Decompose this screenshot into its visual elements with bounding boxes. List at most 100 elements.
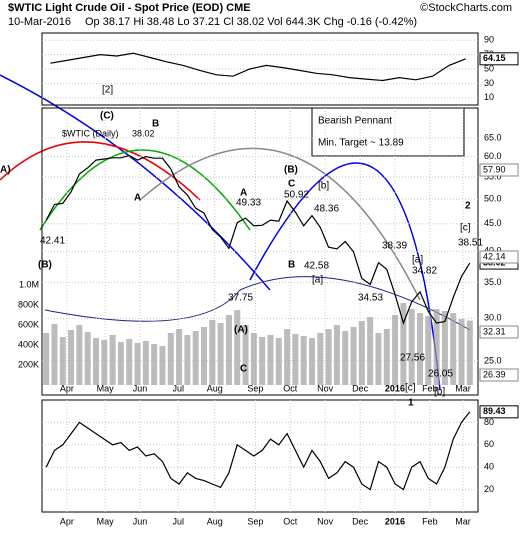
line-series: [45, 154, 471, 325]
annotation: 42.41: [40, 236, 65, 247]
volume-bar: [59, 337, 66, 385]
annotation: 37.75: [228, 293, 253, 304]
annotation: 2: [465, 201, 471, 212]
volume-bar: [101, 340, 108, 385]
volume-bar: [300, 336, 307, 385]
volume-bar: [350, 327, 357, 385]
x-tick-label: 2016: [385, 516, 405, 526]
volume-bar: [259, 337, 266, 385]
annotation: C: [288, 179, 295, 190]
volume-bar: [358, 321, 365, 385]
y-tick-label: 50.0: [484, 194, 502, 204]
y2-tick-label: 400K: [18, 339, 39, 349]
side-box: [479, 250, 519, 264]
y-tick-label: 30.0: [484, 313, 502, 323]
volume-bar: [400, 303, 407, 385]
x-tick-label: Nov: [317, 383, 334, 393]
volume-bar: [392, 315, 399, 385]
last-value-label: 89.43: [483, 406, 506, 416]
volume-bar: [325, 329, 332, 385]
volume-bar: [441, 311, 448, 385]
volume-bar: [317, 333, 324, 385]
volume-bar: [342, 331, 349, 385]
legend-value: 38.02: [132, 128, 155, 138]
volume-bar: [68, 330, 75, 385]
annotation: [b]: [318, 181, 329, 192]
volume-bar: [84, 332, 91, 385]
volume-bar: [250, 333, 257, 385]
volume-bar: [217, 323, 224, 385]
y-tick-label: 80: [484, 417, 494, 427]
volume-bar: [433, 309, 440, 385]
y-tick-label: 90: [484, 35, 494, 45]
volume-bar: [76, 325, 83, 385]
x-tick-label: 2016: [385, 383, 405, 393]
volume-bar: [425, 316, 432, 385]
volume-bar: [209, 320, 216, 385]
annotation: [2]: [102, 85, 113, 96]
volume-bar: [159, 346, 166, 385]
annotation: [a]: [312, 275, 323, 286]
x-tick-label: Dec: [352, 516, 369, 526]
volume-bar: [167, 333, 174, 385]
volume-bar: [142, 341, 149, 385]
volume-bar: [201, 327, 207, 385]
y-tick-label: 30: [484, 78, 494, 88]
y-tick-label: 35.0: [484, 277, 502, 287]
annotation: 50.92: [284, 190, 309, 201]
x-tick-label: Aug: [207, 516, 223, 526]
side-box: [479, 368, 519, 382]
value-box: [479, 52, 519, 66]
arc: [139, 147, 421, 301]
arc: [44, 276, 471, 331]
side-label: 32.31: [483, 326, 506, 336]
y2-tick-label: 1.0M: [19, 279, 39, 289]
annotation: C: [240, 364, 247, 375]
annotation: 1: [408, 398, 414, 409]
annotation: 34.82: [412, 266, 437, 277]
volume-bar: [466, 320, 473, 385]
x-tick-label: Feb: [422, 383, 438, 393]
volume-bar: [275, 338, 282, 385]
arc: [39, 149, 251, 231]
side-box: [479, 163, 519, 177]
volume-bar: [267, 335, 274, 385]
annotation: (A): [234, 325, 248, 336]
volume-bar: [367, 317, 374, 385]
x-tick-label: Jul: [172, 383, 184, 393]
volume-bar: [109, 335, 116, 385]
annotation: B: [288, 260, 295, 271]
y-tick-label: 50: [484, 63, 494, 73]
volume-bar: [151, 344, 158, 385]
volume-bar: [458, 319, 465, 385]
y2-tick-label: 200K: [18, 359, 39, 369]
volume-bar: [176, 329, 183, 385]
annotation-box: [311, 107, 465, 157]
arcs: [0, 74, 471, 391]
line-series: [50, 52, 466, 82]
volume-bar: [93, 338, 99, 385]
annotation: 38.51: [458, 238, 483, 249]
annotation: 34.53: [358, 293, 383, 304]
x-tick-label: Apr: [60, 516, 74, 526]
y-tick-label: 65.0: [484, 132, 502, 142]
x-tick-label: Sep: [247, 383, 263, 393]
y2-tick-label: 800K: [18, 299, 39, 309]
x-tick-label: May: [97, 383, 115, 393]
volume-bar: [242, 325, 249, 385]
annotation: A): [0, 165, 11, 176]
y-tick-label: 60.0: [484, 151, 502, 161]
y-tick-label: 40: [484, 462, 494, 472]
x-tick-label: Nov: [317, 516, 334, 526]
annotation: 38.39: [382, 241, 407, 252]
y-tick-label: 60: [484, 439, 494, 449]
panel-frame: [41, 399, 479, 513]
annotation: (B): [38, 260, 52, 271]
x-tick-label: Feb: [422, 516, 438, 526]
volume-bar: [117, 342, 124, 385]
annotation: B: [152, 119, 159, 130]
annotation: [c]: [460, 223, 471, 234]
volume-bar: [408, 309, 415, 385]
